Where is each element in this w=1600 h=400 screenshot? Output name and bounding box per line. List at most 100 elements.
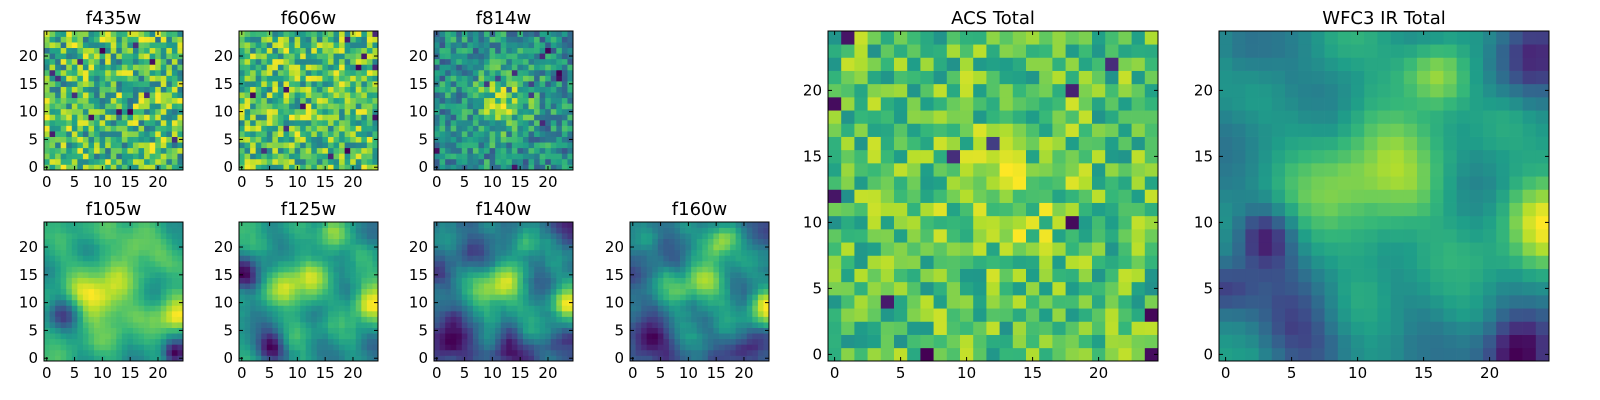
heatmap-cell [60,233,67,240]
heatmap-cell [149,136,156,143]
heatmap-cell [495,349,502,356]
heatmap-cell [545,227,552,234]
heatmap-cell [239,153,245,160]
heatmap-cell [311,327,318,334]
heatmap-cell [999,189,1014,203]
heatmap-cell [322,86,329,93]
heatmap-cell [66,266,73,273]
heatmap-cell [500,294,507,301]
heatmap-cell [478,92,485,99]
heatmap-cell [49,81,56,87]
heatmap-cell [713,233,720,240]
heatmap-cell [55,355,62,362]
heatmap-cell [450,305,457,312]
heatmap-cell [333,86,340,93]
heatmap-cell [344,244,351,251]
heatmap-cell [250,119,257,126]
heatmap-cell [88,355,95,362]
heatmap-cell [160,288,167,295]
heatmap-cell [467,299,474,306]
heatmap-cell [305,238,312,245]
heatmap-cell [735,255,742,262]
heatmap-cell [456,36,463,43]
heatmap-cell [138,97,145,104]
heatmap-cell [511,119,518,126]
heatmap-cell [177,316,184,323]
heatmap-cell [82,131,89,137]
heatmap-cell [355,355,362,362]
heatmap-cell [339,249,345,256]
heatmap-cell [166,322,173,328]
heatmap-cell [350,255,357,262]
heatmap-cell [511,64,518,71]
heatmap-cell [116,164,123,171]
heatmap-cell [116,222,123,228]
heatmap-cell [311,53,318,60]
heatmap-cell [66,58,73,65]
heatmap-cell [121,283,128,290]
heatmap-cell [691,260,698,267]
heatmap-cell [149,81,156,87]
heatmap-cell [517,36,524,43]
heatmap-cell [116,75,123,82]
heatmap-cell [674,222,681,228]
heatmap-cell [60,283,67,290]
heatmap-cell [472,42,479,49]
heatmap-cell [333,233,340,240]
heatmap-cell [49,131,56,137]
heatmap-cell [361,333,368,340]
heatmap-cell [255,277,262,284]
heatmap-cell [116,244,123,251]
heatmap-cell [94,272,100,278]
heatmap-cell [305,233,312,240]
heatmap-cell [550,260,557,267]
heatmap-cell [652,355,659,362]
heatmap-cell [138,349,145,356]
heatmap-cell [668,222,675,228]
heatmap-cell [472,310,479,317]
heatmap-cell [277,272,284,278]
heatmap-cell [132,322,139,328]
heatmap-cell [445,344,452,351]
heatmap-cell [261,75,268,82]
heatmap-cell [239,92,245,99]
heatmap-cell [327,31,334,37]
heatmap-cell [144,294,150,301]
heatmap-cell [506,31,513,37]
heatmap-cell [1092,347,1106,362]
heatmap-cell [166,75,173,82]
heatmap-cell [166,255,173,262]
heatmap-cell [289,277,295,284]
heatmap-cell [99,344,106,351]
heatmap-cell [691,344,698,351]
heatmap-cell [450,53,457,60]
heatmap-cell [539,136,546,143]
heatmap-cell [138,238,145,245]
heatmap-cell [630,266,636,273]
heatmap-cell [545,36,552,43]
heatmap-cell [646,299,653,306]
heatmap-cell [450,249,457,256]
y-tick-label: 10 [409,294,428,312]
heatmap-cell [556,272,563,278]
axes-frame [238,30,379,171]
heatmap-cell [366,316,373,323]
y-tick-label: 0 [223,349,233,367]
heatmap-cell [244,249,251,256]
heatmap-cell [545,92,552,99]
heatmap-cell [105,327,112,334]
heatmap-cell [166,288,173,295]
heatmap-cell [450,108,457,115]
heatmap-cell [255,42,262,49]
heatmap-cell [110,222,117,228]
heatmap-cell [366,164,373,171]
heatmap-cell [522,277,529,284]
heatmap-cell [489,103,496,110]
heatmap-cell [255,244,262,251]
heatmap-cell [534,294,540,301]
heatmap-cell [239,47,245,54]
heatmap-cell [149,299,156,306]
heatmap-cell [300,299,307,306]
